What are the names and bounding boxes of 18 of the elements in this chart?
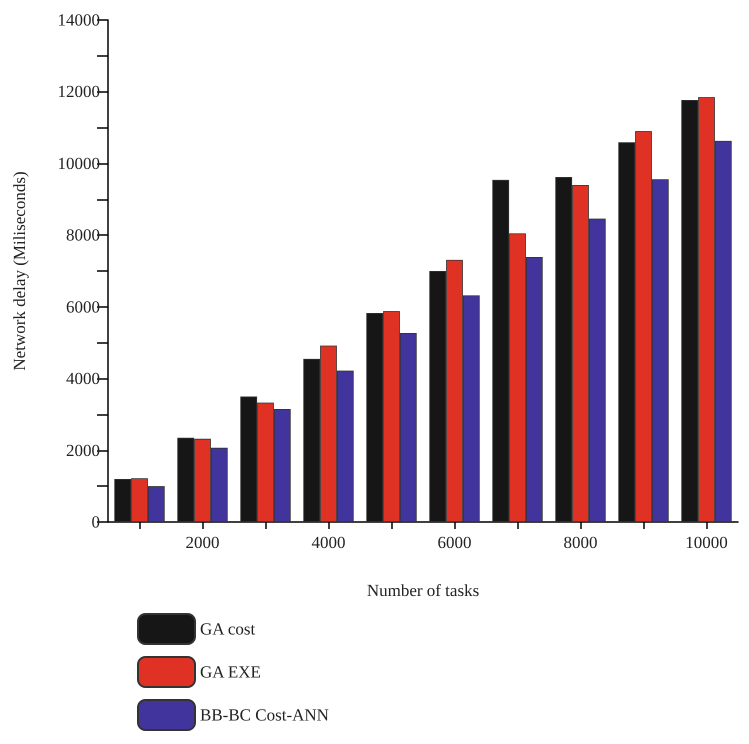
y-tick-label: 10000 — [58, 154, 100, 173]
y-tick-label: 2000 — [66, 440, 100, 460]
legend-label: GA cost — [200, 620, 256, 638]
legend-label: GA EXE — [200, 662, 261, 682]
y-tick-label: 8000 — [66, 226, 100, 245]
y-tick-label: 4000 — [66, 369, 100, 388]
x-tick-label: 2000 — [186, 533, 220, 552]
y-tick-label: 12000 — [58, 82, 100, 102]
legend-label: BB-BC Cost-ANN — [200, 706, 329, 724]
x-tick-label: 8000 — [564, 533, 598, 552]
x-axis-title: Number of tasks — [366, 581, 480, 600]
x-tick-label: 4000 — [312, 533, 346, 552]
x-tick-label: 10000 — [685, 533, 728, 552]
x-tick-label: 6000 — [438, 533, 472, 552]
y-tick-label: 6000 — [66, 297, 100, 316]
y-tick-label: 0 — [92, 512, 100, 532]
y-tick-label: 14000 — [58, 10, 100, 30]
y-axis-title: Network delay (Miliseconds) — [10, 171, 29, 371]
